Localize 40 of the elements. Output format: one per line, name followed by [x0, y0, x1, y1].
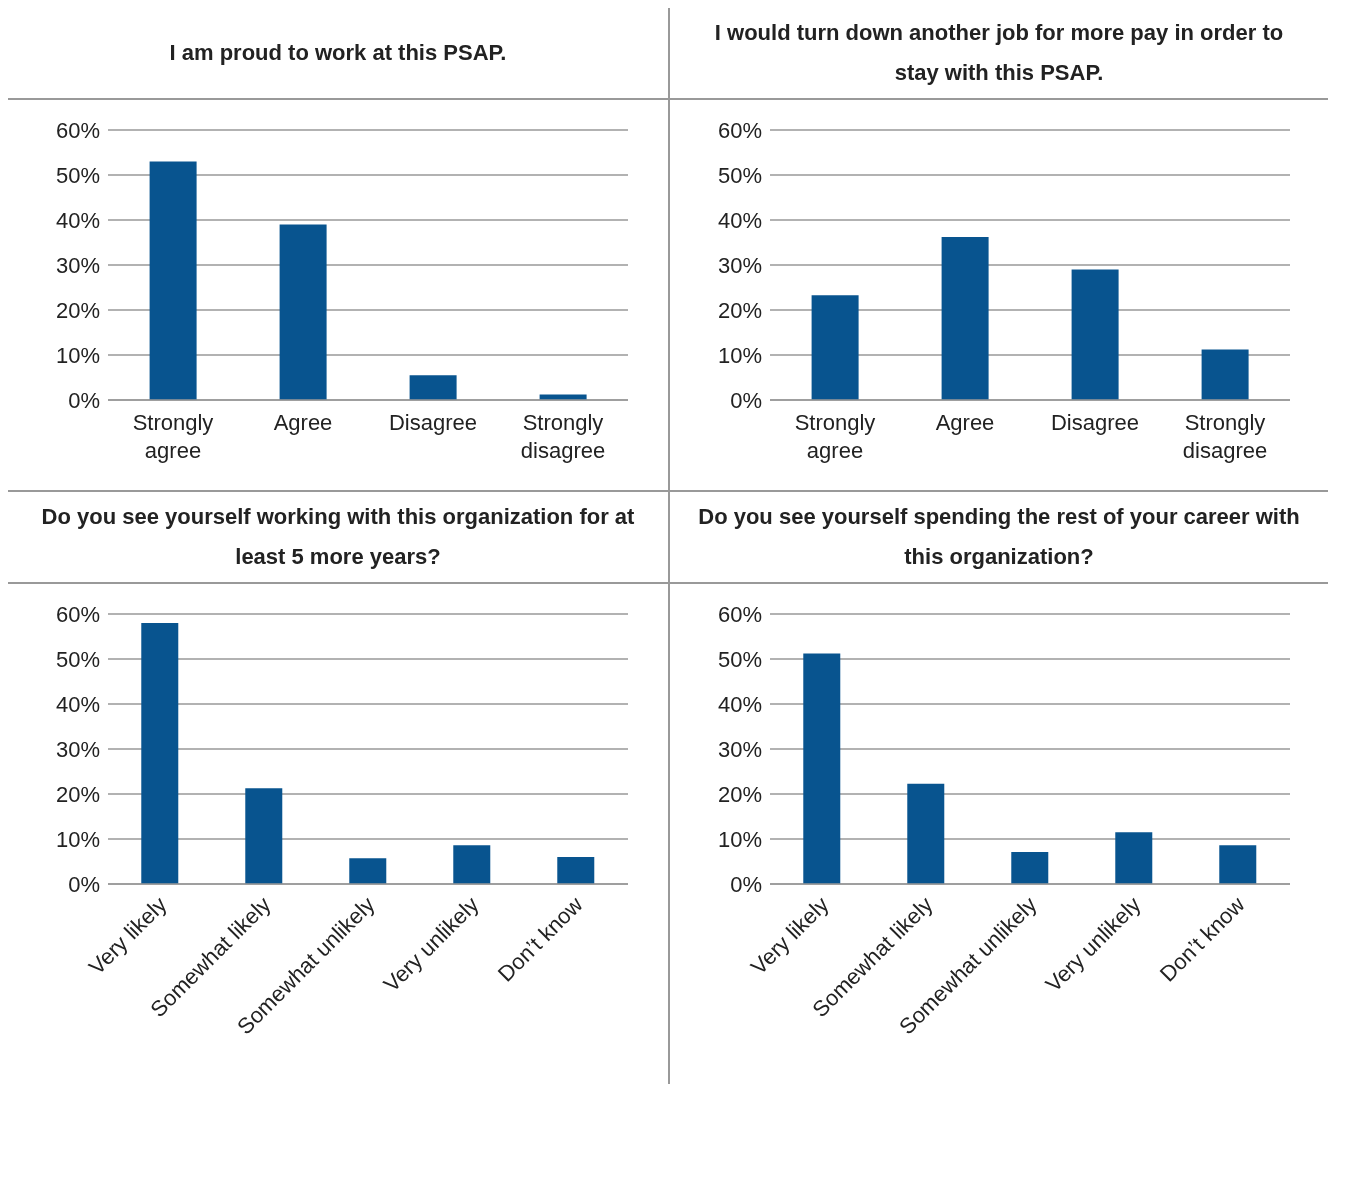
- y-tick-label: 40%: [55, 207, 100, 233]
- y-tick-label: 20%: [55, 781, 100, 807]
- y-tick-label: 50%: [55, 162, 100, 188]
- y-tick-label: 10%: [717, 826, 762, 852]
- y-tick-label: 60%: [55, 117, 100, 143]
- y-tick-label: 20%: [717, 297, 762, 323]
- y-tick-label: 50%: [55, 646, 100, 672]
- y-tick-label: 30%: [717, 252, 762, 278]
- y-tick-label: 30%: [55, 736, 100, 762]
- x-tick-label: Strongly disagree: [520, 410, 606, 463]
- y-tick-label: 0%: [730, 387, 762, 413]
- y-tick-label: 0%: [730, 871, 762, 897]
- x-tick-label: Agree: [935, 410, 995, 435]
- y-tick-label: 50%: [717, 646, 762, 672]
- y-tick-label: 0%: [68, 387, 100, 413]
- y-tick-label: 40%: [55, 691, 100, 717]
- chart-title: Do you see yourself working with this organization for at least 5 more years?: [40, 503, 636, 571]
- y-tick-label: 0%: [68, 871, 100, 897]
- y-tick-label: 60%: [717, 117, 762, 143]
- x-tick-label: Disagree: [1050, 410, 1140, 435]
- x-tick-label: Strongly agree: [794, 410, 876, 463]
- y-tick-label: 20%: [55, 297, 100, 323]
- x-tick-label: Strongly agree: [132, 410, 214, 463]
- y-tick-label: 10%: [55, 826, 100, 852]
- y-tick-label: 40%: [717, 207, 762, 233]
- y-tick-label: 30%: [55, 252, 100, 278]
- y-tick-label: 60%: [55, 601, 100, 627]
- chart-title: Do you see yourself spending the rest of your career with this organization?: [697, 503, 1301, 571]
- x-tick-label: Strongly disagree: [1182, 410, 1268, 463]
- y-tick-label: 10%: [55, 342, 100, 368]
- y-tick-label: 40%: [717, 691, 762, 717]
- chart-title: I am proud to work at this PSAP.: [169, 39, 507, 67]
- y-tick-label: 60%: [717, 601, 762, 627]
- x-tick-label: Disagree: [388, 410, 478, 435]
- y-tick-label: 20%: [717, 781, 762, 807]
- chart-title: I would turn down another job for more pay in order to stay with this PSAP.: [713, 19, 1285, 87]
- y-tick-label: 10%: [717, 342, 762, 368]
- y-tick-label: 30%: [717, 736, 762, 762]
- x-tick-label: Agree: [273, 410, 333, 435]
- y-tick-label: 50%: [717, 162, 762, 188]
